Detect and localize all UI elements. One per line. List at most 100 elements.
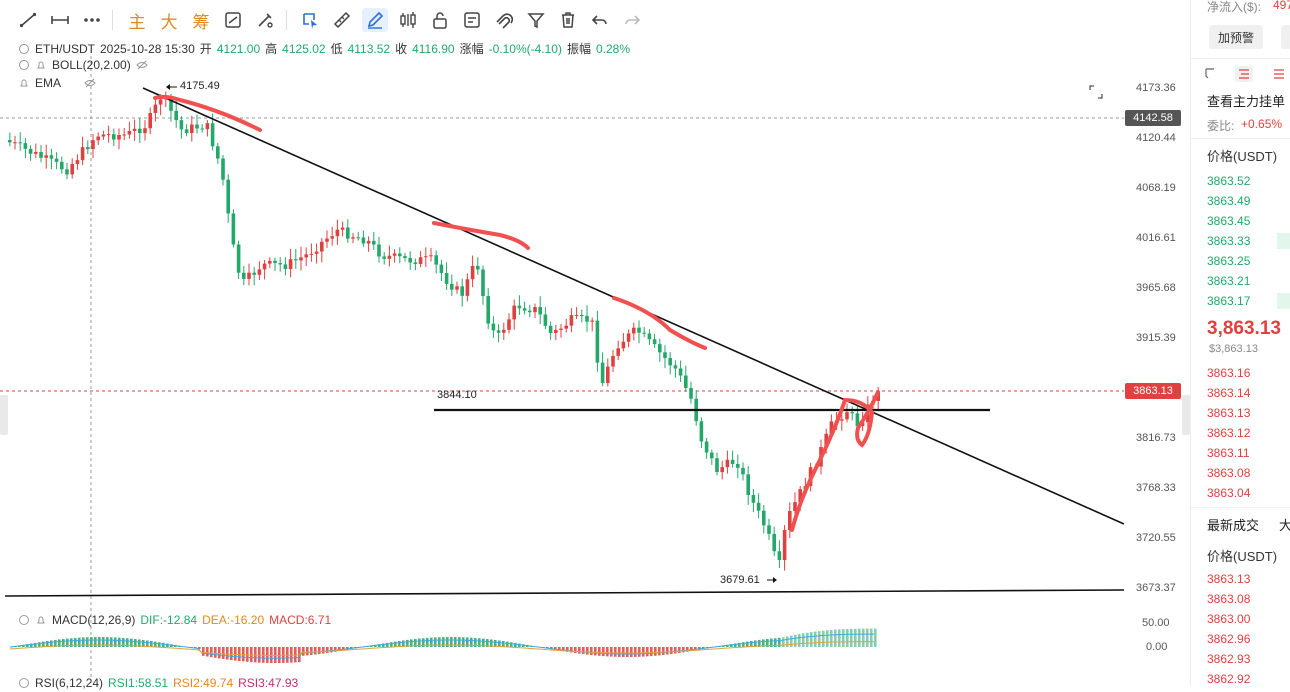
bid-row[interactable]: 3863.04	[1207, 486, 1251, 500]
ask-row[interactable]: 3863.17	[1207, 294, 1251, 308]
candle-tool-icon[interactable]	[396, 8, 420, 32]
macd-bar	[870, 628, 873, 647]
trendline-tool-icon[interactable]	[16, 8, 40, 32]
bid-row[interactable]: 3863.13	[1207, 406, 1251, 420]
macd-bar	[198, 647, 201, 650]
large-orders-button[interactable]: 大	[160, 12, 178, 33]
visibility-circle-icon[interactable]	[18, 43, 30, 55]
pen-tool-icon[interactable]	[362, 8, 388, 32]
magnet-icon[interactable]	[492, 8, 516, 32]
candle-body	[496, 330, 501, 333]
trades-tab[interactable]: 最新成交	[1207, 518, 1260, 533]
candle-body	[580, 315, 584, 317]
candle-body	[829, 421, 834, 434]
ruler-tool-icon[interactable]	[330, 8, 354, 32]
horizontal-ray-tool-icon[interactable]	[48, 8, 72, 32]
alarm-icon[interactable]	[35, 59, 47, 71]
ask-row[interactable]: 3863.49	[1207, 194, 1251, 208]
visibility-circle-icon[interactable]	[18, 59, 30, 71]
text-tool-icon[interactable]	[460, 8, 484, 32]
macd-bar	[66, 638, 69, 647]
candle-body	[28, 148, 33, 154]
candle-body	[86, 147, 90, 150]
macd-bar	[626, 647, 629, 657]
macd-bar	[578, 647, 581, 654]
price-tick: 3915.39	[1136, 332, 1176, 344]
select-tool-icon[interactable]	[298, 8, 322, 32]
macd-bar	[162, 642, 165, 647]
candle-body	[543, 314, 548, 326]
visibility-circle-icon[interactable]	[18, 677, 30, 689]
chart-area[interactable]: 4175.49 3844.10 3679.61 ETH/USDT 2025-10…	[0, 40, 1190, 690]
orderbook-bids-icon[interactable]	[1235, 66, 1253, 82]
macd-bar	[778, 637, 781, 647]
bid-row[interactable]: 3863.11	[1207, 446, 1250, 460]
macd-bar	[238, 647, 241, 662]
macd-bar	[798, 634, 801, 647]
redo-icon[interactable]	[620, 8, 644, 32]
macd-bar	[838, 629, 841, 647]
fib-tool-icon[interactable]	[222, 8, 244, 32]
eye-hidden-icon[interactable]	[136, 59, 148, 71]
trash-icon[interactable]	[556, 8, 580, 32]
ask-row[interactable]: 3863.21	[1207, 274, 1251, 288]
candle-body	[309, 253, 314, 255]
large-trades-tab[interactable]: 大	[1279, 515, 1290, 534]
macd-bar	[442, 637, 445, 647]
price-axis[interactable]: 4173.36 4120.44 4068.19 4016.61 3965.68 …	[1124, 40, 1188, 686]
candle-body	[788, 511, 792, 530]
brush-tool-icon[interactable]	[254, 8, 276, 32]
candle-body	[153, 104, 158, 114]
macd-bar	[422, 638, 425, 647]
candle-body	[273, 260, 277, 264]
macd-bar	[102, 637, 105, 647]
right-collapse-handle[interactable]	[1182, 395, 1190, 435]
bid-row[interactable]: 3863.12	[1207, 426, 1251, 440]
macd-bar	[658, 647, 661, 656]
ask-row[interactable]: 3863.25	[1207, 254, 1251, 268]
candle-body	[704, 441, 709, 453]
orderbook-both-icon[interactable]	[1203, 66, 1217, 80]
macd-bar	[674, 647, 677, 654]
bid-row[interactable]: 3863.08	[1207, 466, 1251, 480]
last-price-usd: $3,863.13	[1209, 343, 1258, 355]
left-collapse-handle[interactable]	[0, 395, 8, 435]
candle-body	[366, 240, 371, 244]
macd-bar	[242, 647, 245, 662]
candle-body	[226, 179, 230, 214]
orderbook-asks-icon[interactable]	[1271, 66, 1287, 82]
add-alert-button[interactable]: 加预警	[1209, 25, 1263, 49]
ratio-value: +0.65%	[1241, 117, 1283, 131]
candle-body	[741, 467, 745, 475]
macd-bar	[794, 634, 797, 647]
candle-body	[195, 124, 199, 129]
candle-body	[720, 467, 724, 473]
fullscreen-icon[interactable]	[1088, 84, 1104, 100]
filter-icon[interactable]	[524, 8, 548, 32]
last-price: 3,863.13	[1207, 318, 1281, 339]
macd-bar	[70, 638, 73, 647]
alarm-icon[interactable]	[35, 614, 47, 626]
alarm-icon[interactable]	[18, 77, 30, 89]
ask-row[interactable]: 3863.45	[1207, 214, 1251, 228]
ask-row[interactable]: 3863.33	[1207, 234, 1251, 248]
visibility-circle-icon[interactable]	[18, 614, 30, 626]
macd-bar	[822, 630, 825, 647]
macd-bar	[402, 640, 405, 647]
bid-row[interactable]: 3863.14	[1207, 386, 1251, 400]
main-orders-link[interactable]: 查看主力挂单	[1207, 94, 1286, 109]
macd-bar	[322, 647, 325, 654]
macd-bar	[486, 639, 489, 647]
lock-icon[interactable]	[428, 8, 452, 32]
candle-body	[538, 307, 542, 315]
undo-icon[interactable]	[588, 8, 612, 32]
ask-row[interactable]: 3863.52	[1207, 174, 1251, 188]
main-chart-button[interactable]: 主	[128, 12, 146, 33]
macd-bar	[202, 647, 205, 656]
price-chart[interactable]	[0, 40, 1124, 686]
chips-button[interactable]: 筹	[192, 12, 210, 33]
eye-hidden-icon[interactable]	[84, 77, 96, 89]
bid-row[interactable]: 3863.16	[1207, 366, 1251, 380]
more-tools-icon[interactable]	[80, 8, 104, 32]
more-button[interactable]	[1281, 25, 1290, 49]
